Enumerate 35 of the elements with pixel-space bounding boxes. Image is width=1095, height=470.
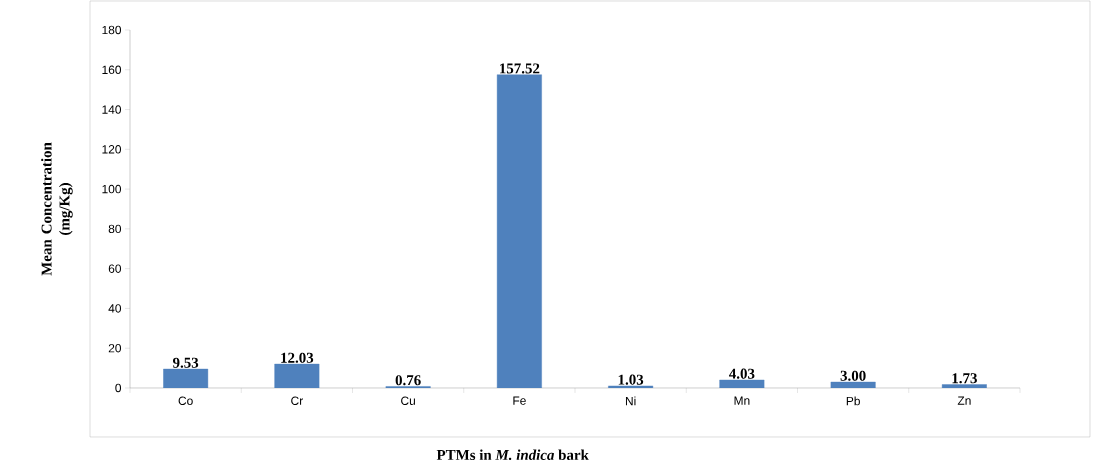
y-tick-label: 140 [102,105,122,114]
data-label: 9.53 [172,357,199,368]
y-tick-label: 180 [102,25,122,35]
y-tick-label: 160 [102,65,122,74]
y-tick-label: 20 [108,343,122,353]
bar [274,363,320,388]
y-tick-label: 80 [108,224,122,234]
x-axis-title: PTMs in M. indica bark [436,449,589,461]
x-tick-label: Cu [401,396,415,405]
x-tick-label: Pb [846,396,860,406]
bar [941,384,987,388]
data-label: 1.03 [618,374,644,385]
y-tick-label: 0 [115,383,122,393]
y-axis-title: Mean Concentration (mg/Kg) [41,142,73,276]
data-label: 3.00 [840,370,866,381]
data-label: 1.73 [952,373,977,384]
data-label: 12.03 [281,352,314,363]
y-tick-label: 100 [102,184,122,194]
x-tick-label: Co [178,396,193,405]
x-tick-label: Zn [957,396,971,405]
bar [163,368,209,388]
y-tick-label: 60 [108,264,122,273]
x-tick-label: Mn [734,396,750,405]
data-label: 0.76 [395,375,421,386]
x-tick-label: Ni [625,396,636,406]
bar [496,74,542,388]
data-label: 4.03 [729,368,755,379]
y-tick-label: 120 [102,145,122,154]
data-label: 157.52 [500,63,540,74]
x-tick-label: Cr [291,396,303,405]
bar [608,385,654,388]
bar [830,381,876,388]
y-tick-label: 40 [108,304,122,313]
bar [719,379,765,388]
x-tick-label: Fe [513,396,526,405]
